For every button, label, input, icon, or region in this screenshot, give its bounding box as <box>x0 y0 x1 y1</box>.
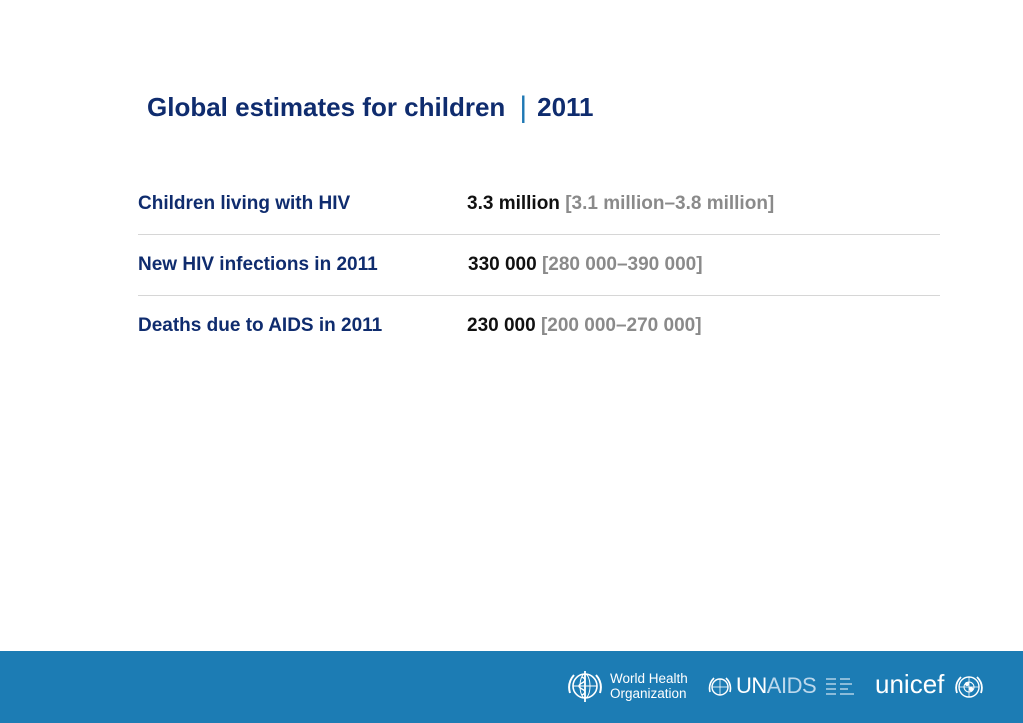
unicef-emblem-icon <box>955 676 983 698</box>
who-name: World Health Organization <box>610 671 700 701</box>
row-label: Children living with HIV <box>138 193 351 214</box>
row-value-range: [280 000–390 000] <box>541 254 703 275</box>
unicef-wordmark: unicef <box>875 669 945 699</box>
row-value-number: 230 000 <box>467 315 536 336</box>
who-emblem-icon <box>568 671 602 702</box>
unaids-un: UN <box>736 673 767 698</box>
table-row: Children living with HIV 3.3 million [3.… <box>138 174 940 235</box>
row-value: 3.3 million [3.1 million–3.8 million] <box>467 193 774 215</box>
un-emblem-icon <box>708 677 732 696</box>
row-value: 330 000 [280 000–390 000] <box>468 254 703 276</box>
unaids-aids: AIDS <box>766 673 817 698</box>
row-value-range: [200 000–270 000] <box>540 315 702 336</box>
table-row: New HIV infections in 2011 330 000 [280 … <box>138 235 940 296</box>
unaids-small-text-icon <box>826 678 854 695</box>
row-value-range: [3.1 million–3.8 million] <box>565 193 775 214</box>
who-line1: World Health <box>610 671 688 686</box>
row-value: 230 000 [200 000–270 000] <box>467 315 702 337</box>
estimates-table: Children living with HIV 3.3 million [3.… <box>138 174 940 356</box>
row-label: New HIV infections in 2011 <box>138 254 378 275</box>
footer-bar: World Health Organization UNAIDS <box>0 651 1023 723</box>
row-value-number: 3.3 million <box>467 193 560 214</box>
title-year: 2011 <box>537 92 594 122</box>
table-row: Deaths due to AIDS in 2011 230 000 [200 … <box>138 296 940 356</box>
title-main: Global estimates for children <box>147 92 506 122</box>
row-value-number: 330 000 <box>468 254 537 275</box>
who-line2: Organization <box>610 686 687 701</box>
row-label: Deaths due to AIDS in 2011 <box>138 315 383 336</box>
title-separator: | <box>519 91 528 124</box>
unaids-wordmark: UNAIDS <box>736 673 817 699</box>
page-title: Global estimates for children | 2011 <box>147 90 594 124</box>
